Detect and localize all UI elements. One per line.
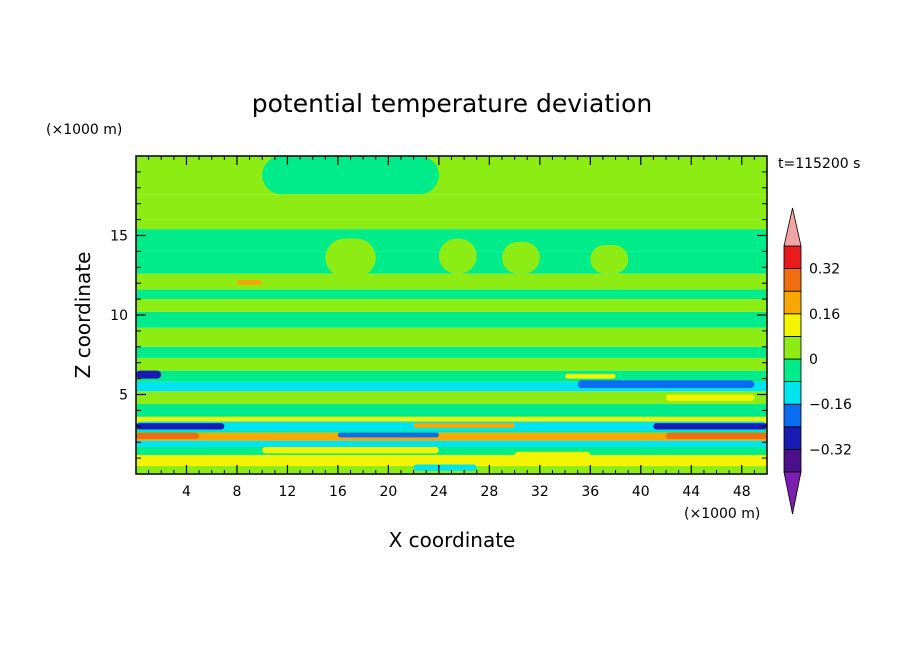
colorbar-segment-5 xyxy=(783,335,802,360)
colorbar-segment-4 xyxy=(783,358,802,383)
colorbar-segment-1 xyxy=(783,426,802,450)
y-axis-label: Z coordinate xyxy=(71,252,95,379)
field-feature-20 xyxy=(136,156,149,195)
x-tick-label-7: 32 xyxy=(531,484,549,500)
field-band-22 xyxy=(136,194,767,220)
field-band-17 xyxy=(136,289,767,300)
colorbar-under-triangle xyxy=(783,471,802,515)
x-tick-label-0: 4 xyxy=(182,484,191,500)
x-tick-label-8: 36 xyxy=(581,484,599,500)
colorbar-tick-label-0: 0.32 xyxy=(809,262,840,278)
field-band-11 xyxy=(136,370,767,382)
y-tick-label-0: 5 xyxy=(119,388,128,404)
field-band-18 xyxy=(136,273,767,290)
x-tick-label-11: 48 xyxy=(733,484,751,500)
x-axis-label: X coordinate xyxy=(389,528,516,552)
x-axis: 4 8 12 16 20 24 28 32 36 40 44 48 xyxy=(148,156,755,500)
field-band-9 xyxy=(136,391,767,405)
contour-field xyxy=(136,156,767,474)
field-band-10 xyxy=(136,381,767,392)
field-feature-6 xyxy=(413,423,515,428)
field-feature-17 xyxy=(501,241,540,274)
colorbar-segment-7 xyxy=(783,290,802,315)
field-feature-18 xyxy=(590,245,629,274)
field-feature-12 xyxy=(236,280,263,285)
field-band-7 xyxy=(136,416,767,424)
field-feature-3 xyxy=(136,432,200,440)
colorbar: 0.32 0.16 0 −0.16 −0.32 xyxy=(783,207,852,515)
colorbar-segment-6 xyxy=(783,313,802,337)
field-feature-19 xyxy=(262,156,439,195)
colorbar-segment-2 xyxy=(783,403,802,428)
x-tick-label-3: 16 xyxy=(329,484,347,500)
x-tick-label-4: 20 xyxy=(379,484,397,500)
colorbar-segment-0 xyxy=(783,448,802,473)
colorbar-segment-3 xyxy=(783,381,802,405)
field-band-23 xyxy=(136,156,767,195)
x-tick-label-6: 28 xyxy=(480,484,498,500)
chart-title: potential temperature deviation xyxy=(252,89,652,118)
x-unit-label: (×1000 m) xyxy=(684,506,760,522)
field-band-2 xyxy=(136,446,767,455)
colorbar-tick-label-4: −0.32 xyxy=(809,442,852,458)
field-feature-15 xyxy=(325,238,376,277)
field-band-4 xyxy=(136,432,767,441)
field-feature-7 xyxy=(262,446,439,454)
colorbar-tick-label-3: −0.16 xyxy=(809,397,852,413)
field-feature-9 xyxy=(577,380,755,389)
x-tick-label-5: 24 xyxy=(430,484,448,500)
y-tick-label-2: 15 xyxy=(110,229,128,245)
x-tick-label-1: 8 xyxy=(232,484,241,500)
field-feature-10 xyxy=(565,373,616,379)
field-feature-14 xyxy=(413,464,477,471)
y-axis: 5 10 15 xyxy=(110,171,767,459)
colorbar-tick-label-2: 0 xyxy=(809,352,818,368)
field-band-15 xyxy=(136,311,767,328)
colorbar-tick-label-1: 0.16 xyxy=(809,307,840,323)
x-tick-label-10: 44 xyxy=(682,484,700,500)
colorbar-segment-9 xyxy=(783,245,802,270)
field-feature-2 xyxy=(653,423,767,430)
colorbar-segment-8 xyxy=(783,268,802,292)
field-band-16 xyxy=(136,299,767,312)
field-feature-16 xyxy=(438,238,477,274)
field-feature-4 xyxy=(666,432,767,440)
x-tick-label-9: 40 xyxy=(632,484,650,500)
y-tick-label-1: 10 xyxy=(110,308,128,324)
field-feature-13 xyxy=(136,370,162,379)
x-tick-label-2: 12 xyxy=(279,484,297,500)
field-band-1 xyxy=(136,454,767,467)
field-feature-5 xyxy=(337,432,439,438)
field-band-8 xyxy=(136,404,767,417)
field-feature-11 xyxy=(666,394,755,401)
y-unit-label: (×1000 m) xyxy=(46,122,122,138)
time-label: t=115200 s xyxy=(778,156,860,172)
field-band-21 xyxy=(136,219,767,230)
field-band-12 xyxy=(136,357,767,371)
field-band-14 xyxy=(136,327,767,347)
field-feature-8 xyxy=(514,451,591,459)
field-feature-1 xyxy=(136,423,225,430)
colorbar-over-triangle xyxy=(783,207,802,247)
field-band-3 xyxy=(136,440,767,447)
field-band-13 xyxy=(136,346,767,358)
